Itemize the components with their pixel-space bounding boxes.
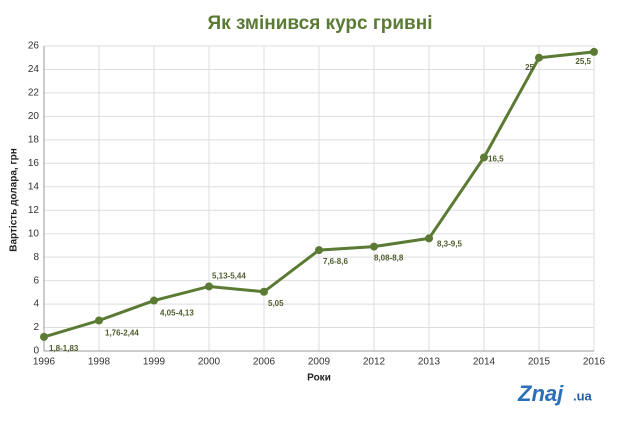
x-axis-label: Роки	[307, 373, 331, 384]
chart-title: Як змінився курс гривні	[208, 13, 433, 34]
data-point	[40, 332, 48, 341]
x-tick-label: 1999	[143, 357, 166, 368]
data-point	[315, 246, 323, 255]
data-point	[150, 296, 158, 305]
data-point	[370, 242, 378, 251]
x-tick-label: 2006	[253, 357, 276, 368]
x-tick-label: 2016	[583, 357, 606, 368]
data-label: 7,6-8,6	[323, 257, 348, 266]
logo-main: Znaj	[517, 381, 564, 406]
data-point	[590, 47, 598, 56]
y-tick-label: 22	[28, 88, 40, 99]
data-label: 25,5	[575, 57, 591, 66]
x-tick-label: 1996	[33, 357, 56, 368]
y-tick-label: 24	[28, 64, 40, 75]
y-tick-label: 16	[28, 158, 40, 169]
x-tick-label: 2014	[473, 357, 496, 368]
y-tick-label: 10	[28, 228, 40, 239]
x-tick-label: 2012	[363, 357, 386, 368]
x-tick-label: 2009	[308, 357, 331, 368]
data-point	[425, 234, 433, 243]
y-tick-label: 26	[28, 41, 40, 52]
x-tick-label: 2000	[198, 357, 221, 368]
data-label: 5,05	[268, 299, 284, 308]
data-point	[480, 153, 488, 162]
data-label: 25	[525, 63, 534, 72]
y-tick-label: 6	[33, 275, 39, 286]
y-tick-label: 20	[28, 111, 40, 122]
y-tick-label: 0	[33, 346, 39, 357]
data-label: 1,8-1,83	[49, 344, 79, 353]
data-label: 1,76-2,44	[105, 329, 139, 338]
logo-suffix: .ua	[573, 388, 593, 403]
y-tick-label: 12	[28, 205, 40, 216]
data-point	[260, 287, 268, 296]
logo: Znaj .ua	[517, 381, 593, 406]
data-label: 8,3-9,5	[437, 239, 462, 248]
data-point	[205, 282, 213, 291]
x-tick-label: 2015	[528, 357, 551, 368]
data-point	[95, 316, 103, 325]
y-tick-label: 2	[33, 322, 39, 333]
data-point	[535, 53, 543, 62]
data-label: 4,05-4,13	[160, 309, 194, 318]
y-tick-label: 4	[33, 299, 39, 310]
data-label: 5,13-5,44	[212, 272, 246, 281]
x-tick-label: 1998	[88, 357, 111, 368]
y-tick-label: 14	[28, 181, 40, 192]
x-tick-label: 2013	[418, 357, 441, 368]
data-label: 8,08-8,8	[374, 254, 404, 263]
data-label: 16,5	[488, 155, 504, 164]
y-tick-label: 8	[33, 252, 39, 263]
y-axis-label: Вартість долара, грн	[9, 148, 20, 251]
y-tick-label: 18	[28, 134, 40, 145]
